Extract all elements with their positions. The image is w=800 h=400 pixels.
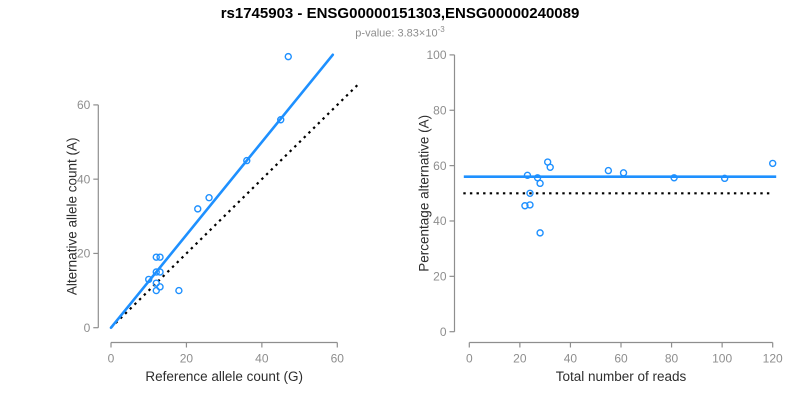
identity-line: [110, 84, 359, 329]
y-tick-label: 20: [433, 270, 447, 284]
data-point: [156, 253, 164, 261]
data-point: [277, 116, 285, 124]
data-point: [194, 205, 202, 213]
data-point: [670, 174, 678, 182]
data-point: [526, 189, 534, 198]
data-point: [152, 268, 160, 276]
y-axis-title: Alternative allele count (A): [65, 138, 80, 296]
data-point: [769, 159, 777, 168]
y-tick-label: 60: [433, 159, 447, 173]
y-tick-label: 0: [84, 321, 91, 335]
y-tick-label: 20: [77, 247, 91, 261]
x-tick-label: 80: [665, 352, 679, 366]
x-axis-title: Total number of reads: [556, 369, 687, 384]
x-axis-title: Reference allele count (G): [145, 369, 303, 384]
y-tick-label: 40: [433, 214, 447, 228]
regression-line: [109, 53, 335, 330]
data-point: [156, 268, 164, 276]
x-tick-label: 60: [331, 352, 345, 366]
pvalue-exponent: -3: [437, 25, 445, 34]
x-tick-label: 20: [180, 352, 194, 366]
allele-counts-plot: 0 20 40 60 0 20 40 60 Reference allele count (G)…: [65, 52, 359, 384]
data-point: [521, 202, 529, 210]
figure-subtitle: p-value: 3.83×10-3: [0, 25, 800, 40]
y-tick-label: 80: [433, 103, 447, 117]
data-point: [536, 229, 544, 237]
data-point: [152, 279, 160, 287]
data-point: [243, 156, 251, 165]
y-tick-label: 100: [426, 48, 446, 62]
data-point: [604, 166, 613, 175]
x-tick-label: 0: [466, 352, 473, 366]
x-tick-label: 20: [513, 352, 527, 366]
data-point: [720, 174, 729, 183]
x-tick-label: 40: [255, 352, 269, 366]
x-tick-label: 100: [712, 352, 732, 366]
data-point: [536, 179, 544, 188]
y-axis-title: Percentage alternative (A): [417, 115, 432, 272]
data-point: [152, 286, 160, 295]
y-tick-label: 40: [77, 172, 91, 186]
data-point: [175, 286, 183, 295]
data-point: [145, 275, 153, 284]
y-tick-label: 60: [77, 98, 91, 112]
figure-title: rs1745903 - ENSG00000151303,ENSG00000240…: [220, 5, 580, 22]
x-tick-label: 120: [763, 352, 783, 366]
percentage-alternative-plot: 0 20 40 60 80 100 0 20 40 60 80 100 120 Total number …: [417, 48, 784, 384]
data-point: [152, 253, 160, 261]
data-point: [523, 171, 532, 180]
pvalue-label: p-value: 3.83×10: [355, 27, 438, 40]
x-tick-label: 0: [108, 352, 115, 366]
data-point: [284, 52, 292, 61]
data-point: [205, 194, 213, 202]
data-point: [619, 169, 628, 177]
x-tick-label: 40: [564, 352, 578, 366]
data-point: [156, 283, 164, 291]
data-point: [546, 163, 554, 171]
data-point: [526, 201, 534, 209]
y-tick-label: 0: [440, 325, 447, 339]
x-tick-label: 60: [614, 352, 628, 366]
